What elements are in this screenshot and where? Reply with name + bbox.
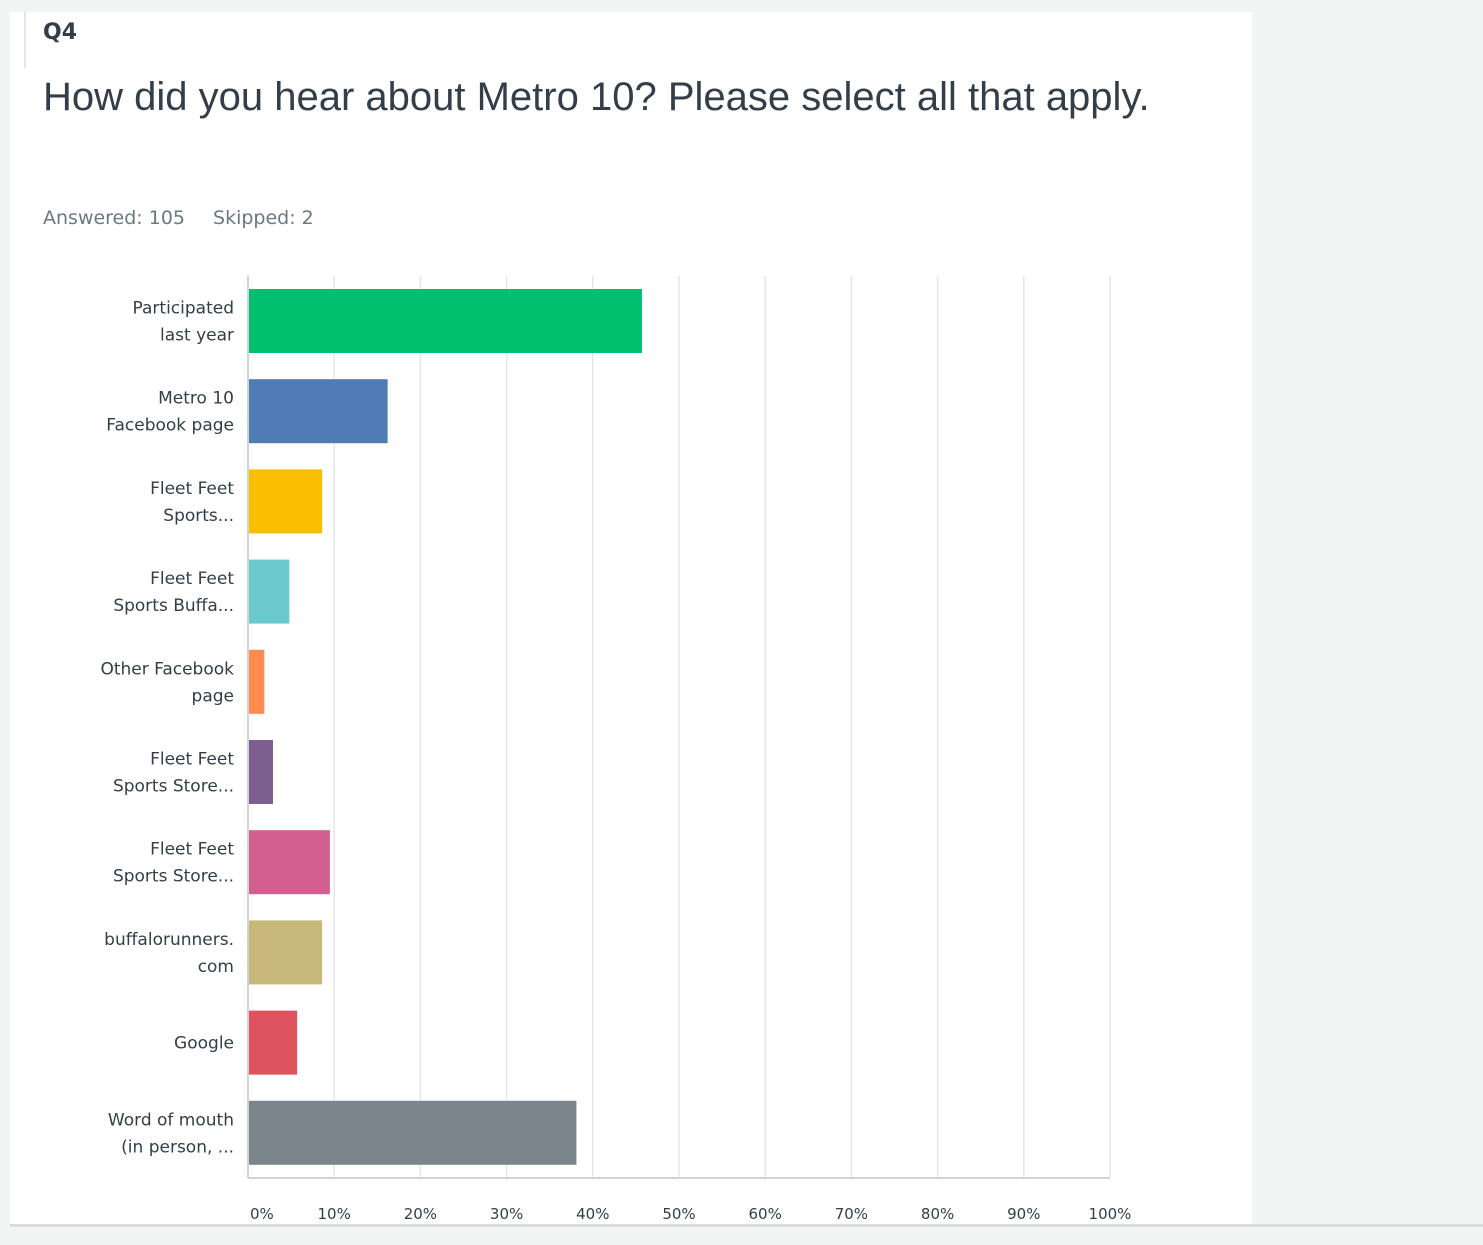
chart-bars xyxy=(248,289,642,1165)
category-label: Fleet Feet xyxy=(150,750,234,770)
category-label: Fleet Feet xyxy=(150,479,234,499)
category-label: Participated xyxy=(133,299,234,319)
answered-count: Answered: 105 xyxy=(43,207,186,229)
bottom-divider xyxy=(10,1224,1483,1227)
category-label: last year xyxy=(160,326,234,346)
bar[interactable] xyxy=(248,559,290,624)
bar[interactable] xyxy=(248,740,273,804)
bar[interactable] xyxy=(248,1010,298,1075)
category-label: com xyxy=(198,957,234,977)
x-tick-label: 80% xyxy=(921,1205,954,1223)
bar[interactable] xyxy=(248,649,265,714)
bar[interactable] xyxy=(248,920,323,985)
category-label: Sports Store... xyxy=(113,777,234,797)
category-label: Google xyxy=(174,1034,234,1054)
x-tick-label: 70% xyxy=(835,1205,868,1223)
category-label: Other Facebook xyxy=(100,659,234,679)
x-tick-label: 30% xyxy=(490,1205,523,1223)
question-title: How did you hear about Metro 10? Please … xyxy=(43,75,1150,119)
category-label: Sports... xyxy=(163,506,234,526)
response-stats: Answered: 105 Skipped: 2 xyxy=(43,207,314,229)
category-label: buffalorunners. xyxy=(104,930,234,950)
category-label: Fleet Feet xyxy=(150,569,234,589)
bar[interactable] xyxy=(248,379,388,444)
question-number: Q4 xyxy=(43,20,78,45)
x-tick-label: 60% xyxy=(749,1205,782,1223)
x-tick-label: 40% xyxy=(576,1205,609,1223)
x-tick-label: 100% xyxy=(1089,1205,1132,1223)
category-label: Facebook page xyxy=(106,416,234,436)
category-label: Fleet Feet xyxy=(150,840,234,860)
x-tick-label: 90% xyxy=(1007,1205,1040,1223)
bar[interactable] xyxy=(248,289,642,353)
x-tick-label: 50% xyxy=(662,1205,695,1223)
question-card: Q4 How did you hear about Metro 10? Plea… xyxy=(10,12,1252,1224)
x-tick-label: 0% xyxy=(250,1205,274,1223)
category-label: (in person, ... xyxy=(121,1137,234,1157)
bar[interactable] xyxy=(248,1100,577,1165)
skipped-count: Skipped: 2 xyxy=(213,207,314,229)
category-labels: Participated last year Metro 10 Facebook pa… xyxy=(100,299,234,1158)
bar[interactable] xyxy=(248,469,323,534)
x-tick-label: 20% xyxy=(404,1205,437,1223)
chart-gridlines xyxy=(333,276,1111,1178)
category-label: page xyxy=(192,686,234,706)
category-label: Metro 10 xyxy=(158,389,234,409)
category-label: Word of mouth xyxy=(108,1110,234,1130)
category-label: Sports Buffa... xyxy=(113,596,234,616)
x-tick-labels: 0% 10% 20% 30% 40% 50% 60% 70% 80% 90% 100% xyxy=(250,1205,1131,1223)
x-tick-label: 10% xyxy=(318,1205,351,1223)
card-accent-rule xyxy=(24,12,26,68)
bar[interactable] xyxy=(248,830,330,895)
category-label: Sports Store... xyxy=(113,867,234,887)
